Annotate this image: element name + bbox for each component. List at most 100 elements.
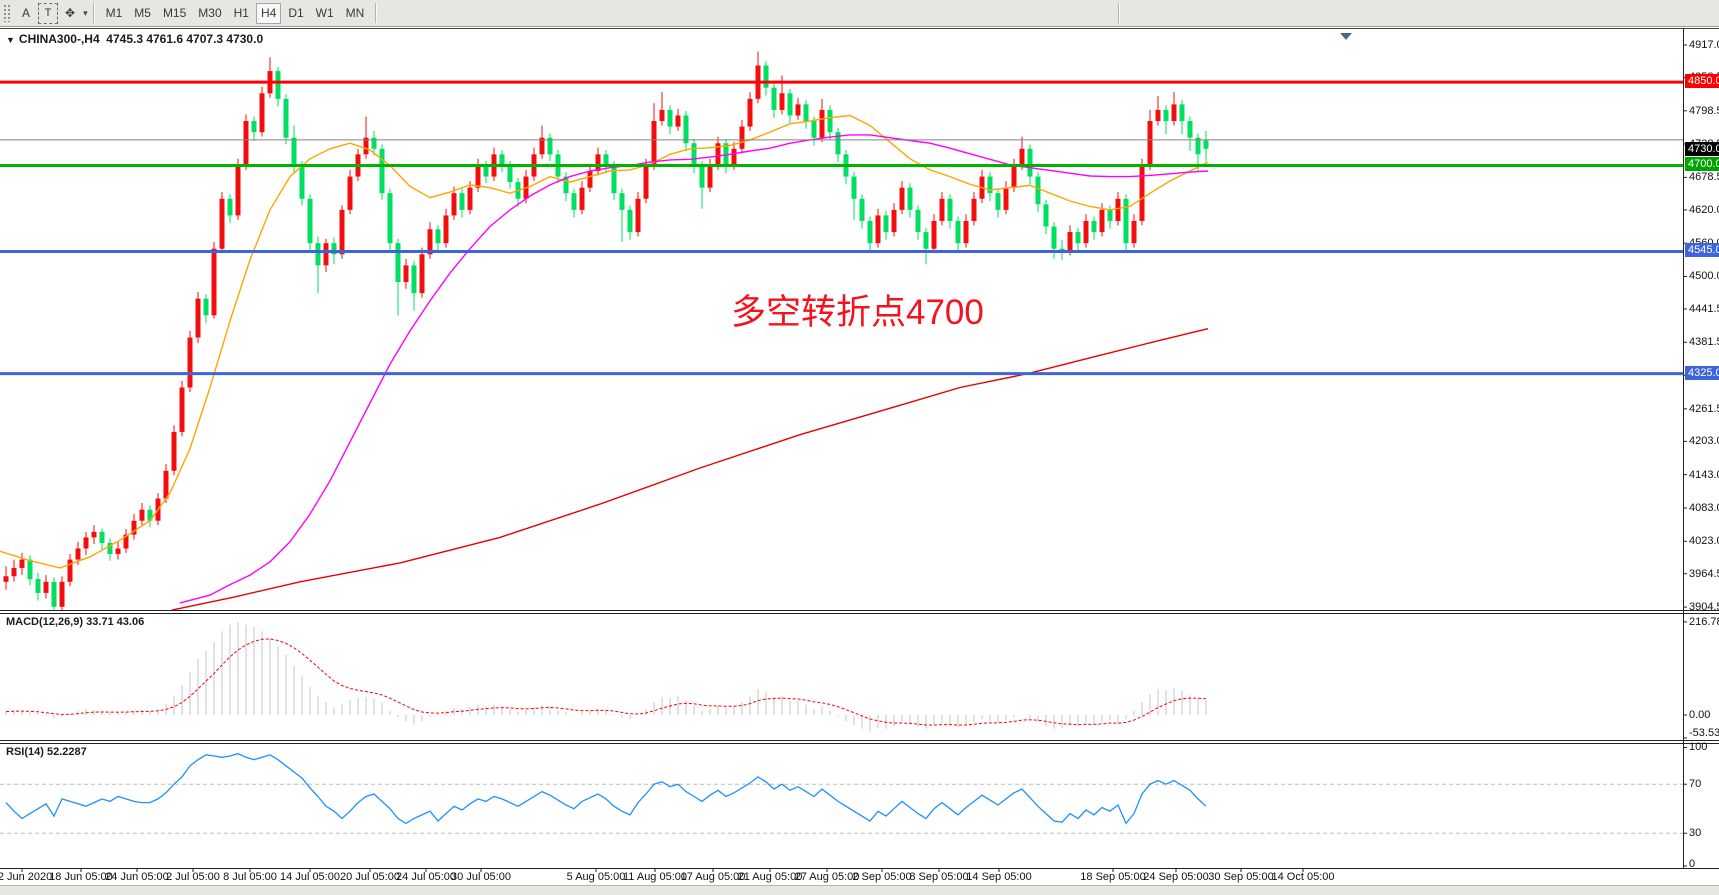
candle-body xyxy=(427,229,433,255)
macd-axis-label[interactable]: -53.53 xyxy=(1689,727,1719,739)
candle-body xyxy=(443,215,449,244)
time-axis-label[interactable]: 14 Oct 05:00 xyxy=(1271,871,1335,883)
price-axis-label[interactable]: 4381.5 xyxy=(1689,336,1719,349)
candle-body xyxy=(963,220,969,244)
time-axis-label[interactable]: 30 Jul 05:00 xyxy=(451,871,511,883)
symbol-header[interactable]: ▼ CHINA300-,H4 4745.3 4761.6 4707.3 4730.… xyxy=(6,32,263,46)
price-axis-label[interactable]: 4143.0 xyxy=(1689,468,1719,481)
candle-body xyxy=(587,171,593,188)
candle-body xyxy=(811,121,817,138)
candle-body xyxy=(411,265,417,294)
rsi-axis-label[interactable]: 0 xyxy=(1689,858,1696,870)
rsi-axis-label[interactable]: 70 xyxy=(1689,778,1702,791)
candle-body xyxy=(195,298,201,338)
time-axis-label[interactable]: 14 Sep 05:00 xyxy=(966,871,1032,883)
time-axis-label[interactable]: 18 Jun 05:00 xyxy=(49,871,113,883)
candle-body xyxy=(1067,232,1073,252)
candle-body xyxy=(235,165,241,216)
timeframe-button-h4[interactable]: H4 xyxy=(255,2,282,24)
candle-body xyxy=(715,143,721,166)
candle-body xyxy=(395,243,401,283)
candle-body xyxy=(987,176,993,194)
rsi-axis-label[interactable]: 30 xyxy=(1689,827,1702,840)
time-axis-label[interactable]: 18 Sep 05:00 xyxy=(1080,871,1146,883)
timeframe-button-m1[interactable]: M1 xyxy=(105,6,123,20)
time-axis-label[interactable]: 11 Aug 05:00 xyxy=(622,871,688,883)
timeframe-button-h1[interactable]: H1 xyxy=(233,6,249,20)
candle-body xyxy=(931,220,937,249)
candle-body xyxy=(19,559,25,568)
price-axis-label[interactable]: 4500.0 xyxy=(1689,270,1719,283)
candle-body xyxy=(275,71,281,99)
time-axis-label[interactable]: 24 Sep 05:00 xyxy=(1143,871,1209,883)
candle-body xyxy=(299,165,305,199)
candle-body xyxy=(563,176,569,194)
candle-body xyxy=(539,137,545,155)
price-axis-label[interactable]: 4203.0 xyxy=(1689,435,1719,448)
price-marker-label: 4850.0 xyxy=(1685,74,1719,89)
time-axis-label[interactable]: 27 Aug 05:00 xyxy=(794,871,860,883)
price-axis-label[interactable]: 3964.5 xyxy=(1689,567,1719,580)
time-axis-label[interactable]: 8 Jul 05:00 xyxy=(223,871,277,883)
text-box-tool[interactable]: T xyxy=(38,2,58,24)
candle-body xyxy=(643,165,649,199)
candle-body xyxy=(923,232,929,249)
price-axis-label[interactable]: 4441.5 xyxy=(1689,302,1719,315)
candle-body xyxy=(699,165,705,188)
time-axis-label[interactable]: 8 Sep 05:00 xyxy=(909,871,969,883)
timeframe-button-mn[interactable]: MN xyxy=(345,6,365,20)
rsi-axis-label[interactable]: 100 xyxy=(1689,741,1708,754)
candle-body xyxy=(1091,220,1097,233)
candle-body xyxy=(635,198,641,233)
time-axis-label[interactable]: 2 Jul 05:00 xyxy=(166,871,220,883)
time-axis-label[interactable]: 5 Aug 05:00 xyxy=(566,871,626,883)
ma-slow-red xyxy=(171,328,1209,611)
candle-body xyxy=(1099,209,1105,233)
chart-shift-marker-icon[interactable] xyxy=(1340,33,1352,40)
candle-body xyxy=(1051,226,1057,249)
candle-body xyxy=(251,121,257,133)
timeframe-button-w1[interactable]: W1 xyxy=(315,6,334,20)
candle-body xyxy=(467,187,473,210)
price-axis-label[interactable]: 4917.0 xyxy=(1689,38,1719,51)
candle-body xyxy=(419,254,425,294)
candle-body xyxy=(899,187,905,210)
time-axis-label[interactable]: 17 Aug 05:00 xyxy=(680,871,746,883)
price-axis-label[interactable]: 4261.5 xyxy=(1689,402,1719,415)
toolbar-grip[interactable] xyxy=(3,4,11,22)
candle-body xyxy=(203,298,209,316)
candle-body xyxy=(219,198,225,249)
time-axis-label[interactable]: 21 Aug 05:00 xyxy=(737,871,803,883)
price-axis-label[interactable]: 4798.5 xyxy=(1689,104,1719,117)
time-axis-label[interactable]: 30 Sep 05:00 xyxy=(1208,871,1274,883)
timeframe-button-m15[interactable]: M15 xyxy=(162,6,187,20)
candle-body xyxy=(1187,121,1193,138)
time-axis-label[interactable]: 2 Sep 05:00 xyxy=(852,871,912,883)
macd-axis-label[interactable]: 216.78 xyxy=(1689,615,1719,628)
collapse-triangle-icon[interactable]: ▼ xyxy=(6,35,15,45)
candle-body xyxy=(779,93,785,110)
price-axis-label[interactable]: 3904.5 xyxy=(1689,601,1719,614)
timeframe-button-d1[interactable]: D1 xyxy=(288,6,304,20)
time-axis-label[interactable]: 14 Jul 05:00 xyxy=(280,871,340,883)
price-axis-label[interactable]: 4023.0 xyxy=(1689,535,1719,548)
arrows-tool[interactable]: ✥ xyxy=(65,6,76,20)
timeframe-button-m30[interactable]: M30 xyxy=(198,6,222,20)
time-axis-label[interactable]: 24 Jul 05:00 xyxy=(396,871,456,883)
time-axis-label[interactable]: 24 Jun 05:00 xyxy=(105,871,169,883)
price-axis-label[interactable]: 4620.0 xyxy=(1689,203,1719,216)
timeframe-button-m5[interactable]: M5 xyxy=(134,6,151,20)
macd-axis-label[interactable]: 0.00 xyxy=(1689,709,1711,721)
price-axis-label[interactable]: 4678.5 xyxy=(1689,171,1719,184)
candle-body xyxy=(323,243,329,266)
time-axis-label[interactable]: 12 Jun 2020 xyxy=(0,871,53,883)
price-axis-label[interactable]: 4083.0 xyxy=(1689,501,1719,514)
candle-body xyxy=(59,581,65,607)
candle-body xyxy=(307,198,313,244)
chevron-down-icon[interactable]: ▾ xyxy=(83,7,88,18)
candle-body xyxy=(379,148,385,194)
candle-body xyxy=(123,534,129,549)
time-axis-label[interactable]: 20 Jul 05:00 xyxy=(340,871,400,883)
text-label-tool[interactable]: A xyxy=(21,6,30,20)
